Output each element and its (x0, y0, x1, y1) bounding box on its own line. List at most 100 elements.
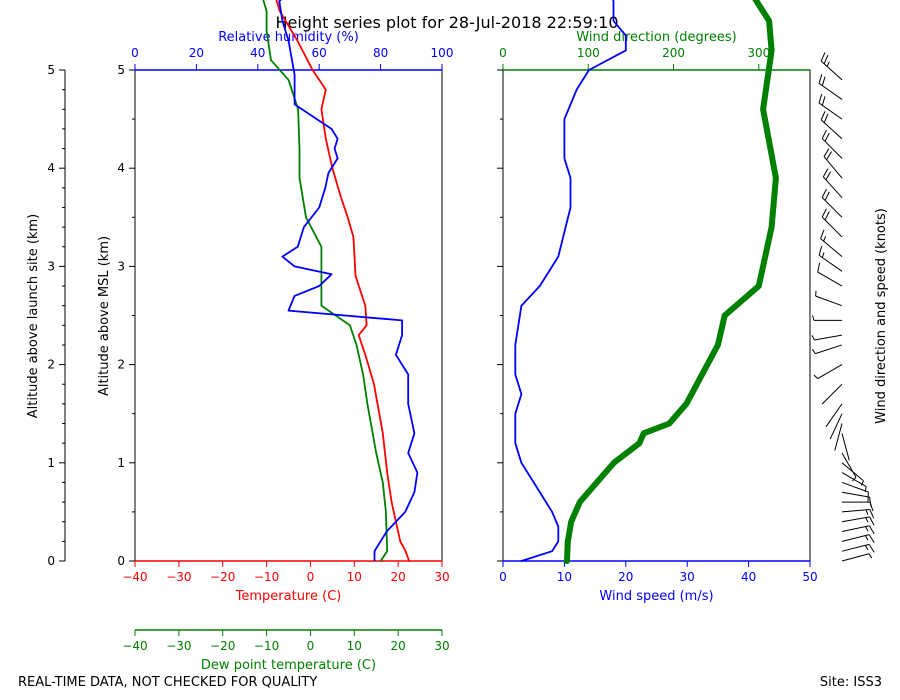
launch-tick-label: 1 (47, 456, 55, 470)
dew-point-line (262, 0, 389, 562)
wind-barb-staff (820, 60, 843, 81)
left-panel: 0 1 2 3 4 5 Altitude above MSL (km) 0 1 2 3 4 5 Altit… (26, 0, 453, 673)
wind-barb-half (813, 374, 819, 379)
wind-barb-half (811, 335, 815, 341)
wind-barb-staff (818, 102, 843, 120)
wind-barb-staff (820, 119, 843, 140)
wind-barb-staff (817, 271, 843, 287)
wind-barb-flag (823, 148, 830, 157)
wind-barb-flag (818, 93, 823, 104)
site-label: Site: ISS3 (820, 675, 882, 690)
wind-barb-staff (841, 534, 870, 542)
wind-barb-staff (841, 543, 870, 552)
speed-axis-label: Wind speed (m/s) (599, 589, 713, 604)
wind-barb-half (826, 61, 830, 67)
wind-barb-half (868, 553, 873, 559)
wind-barb-flag (821, 76, 826, 86)
direction-tick-label: 100 (577, 46, 600, 60)
wind-barb-flag (821, 208, 827, 218)
launch-axis-label: Altitude above launch site (km) (26, 214, 41, 418)
right-panel: 0 10 20 30 40 50 Wind speed (m/s) 0 100 200 300 Win… (497, 0, 818, 604)
wind-barb (813, 364, 843, 380)
wind-barb (841, 508, 875, 519)
wind-barb-flag (825, 171, 832, 181)
rh-tick-label: 100 (431, 46, 454, 60)
wind-barb-half (823, 236, 827, 242)
temperature-tick-label: 0 (307, 570, 315, 584)
msl-axis-label: Altitude above MSL (km) (97, 236, 112, 396)
wind-barb-flag (820, 111, 826, 121)
direction-axis-label: Wind direction (degrees) (576, 30, 736, 45)
wind-barb-staff (841, 525, 870, 533)
wind-barb-flag (826, 151, 832, 160)
temperature-tick-label: −40 (122, 570, 147, 584)
wind-barb-half (811, 349, 816, 354)
wind-barb (834, 423, 843, 451)
wind-barb-half (865, 509, 869, 515)
chart-title: Height series plot for 28-Jul-2018 22:59… (275, 13, 618, 32)
wind-barb-flag (824, 211, 830, 221)
wind-barb (817, 262, 843, 287)
wind-barb (841, 433, 850, 461)
wind-barb (821, 129, 843, 159)
wind-barb-staff (821, 138, 843, 159)
barbs-axis-label: Wind direction and speed (knots) (874, 208, 889, 424)
msl-tick-label: 2 (117, 358, 125, 372)
temperature-tick-label: −20 (210, 570, 235, 584)
wind-speed-line (514, 0, 627, 562)
wind-barb (841, 452, 857, 482)
wind-barb (820, 111, 843, 140)
wind-barb-staff (841, 481, 869, 493)
wind-barb (812, 315, 842, 321)
wind-barb-half (864, 486, 867, 492)
speed-tick-label: 40 (741, 570, 756, 584)
msl-tick-label: 4 (117, 161, 125, 175)
wind-barb (821, 208, 843, 238)
dewpoint-tick-label: 10 (347, 639, 362, 653)
wind-barb (841, 491, 872, 507)
wind-barb-staff (814, 334, 843, 341)
wind-barb-staff (823, 156, 843, 179)
wind-barb-staff (821, 383, 843, 405)
wind-barb-flag (818, 246, 823, 256)
wind-barb (841, 534, 875, 543)
dewpoint-tick-label: −10 (254, 639, 279, 653)
dewpoint-tick-label: 0 (307, 639, 315, 653)
wind-barb-half (864, 545, 869, 551)
wind-barb-half (865, 517, 869, 523)
direction-tick-label: 200 (662, 46, 685, 60)
dewpoint-tick-label: −40 (122, 639, 147, 653)
speed-tick-label: 10 (557, 570, 572, 584)
wind-barb-flag (869, 516, 875, 526)
dewpoint-tick-label: −30 (166, 639, 191, 653)
wind-barb (820, 229, 843, 257)
wind-barb (811, 334, 843, 341)
wind-barb (841, 516, 875, 526)
wind-barb-flag (824, 132, 830, 142)
dewpoint-tick-label: −20 (210, 639, 235, 653)
wind-barbs: Wind direction and speed (knots) (811, 52, 889, 562)
wind-barb (820, 52, 843, 81)
wind-barb (823, 148, 843, 179)
wind-barb-staff (818, 254, 843, 272)
wind-barb (818, 74, 843, 100)
wind-barb-half (864, 535, 869, 541)
wind-barb-flag (817, 262, 821, 273)
wind-barb (825, 403, 843, 428)
wind-barb-flag (868, 525, 875, 535)
wind-barb-flag (822, 168, 829, 178)
wind-barb-staff (822, 176, 843, 198)
speed-tick-label: 30 (680, 570, 695, 584)
wind-barb-flag (823, 54, 829, 64)
wind-barb (829, 413, 843, 440)
temperature-tick-label: 30 (434, 570, 449, 584)
wind-barb-staff (815, 344, 843, 355)
msl-tick-label: 0 (117, 554, 125, 568)
speed-tick-label: 50 (802, 570, 817, 584)
direction-tick-label: 300 (747, 46, 770, 60)
wind-barb-half (860, 480, 864, 486)
wind-barb (822, 168, 843, 198)
launch-tick-label: 2 (47, 358, 55, 372)
wind-barb-flag (823, 113, 829, 123)
